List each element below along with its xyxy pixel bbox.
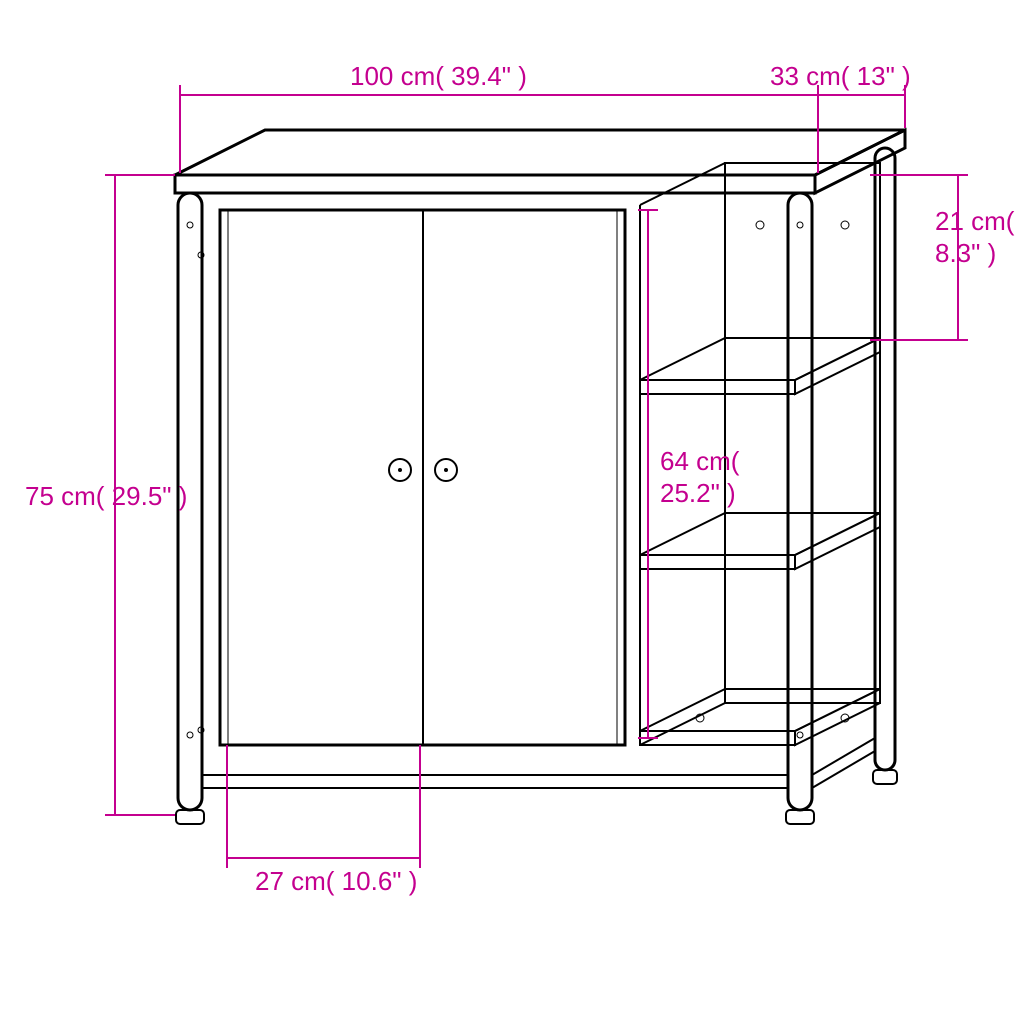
svg-text:8.3" ): 8.3" ) [935, 238, 996, 268]
dimension-set: 100 cm( 39.4" ) 33 cm( 13" ) 75 cm( 29.5" … [25, 61, 1015, 896]
svg-text:21 cm(: 21 cm( [935, 206, 1015, 236]
knob-right-center [444, 468, 448, 472]
cabinet-drawing [175, 130, 905, 824]
dim-door-label: 27 cm( 10.6" ) [255, 866, 417, 896]
svg-text:64 cm(: 64 cm( [660, 446, 740, 476]
dim-height-label: 75 cm( 29.5" ) [25, 481, 187, 511]
knob-left-center [398, 468, 402, 472]
dim-width-label: 100 cm( 39.4" ) [350, 61, 527, 91]
svg-text:25.2" ): 25.2" ) [660, 478, 736, 508]
dim-depth-label: 33 cm( 13" ) [770, 61, 911, 91]
